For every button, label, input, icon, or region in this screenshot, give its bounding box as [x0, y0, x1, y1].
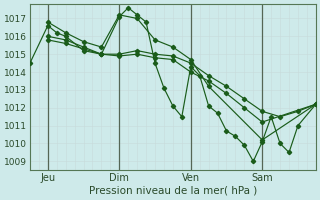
- X-axis label: Pression niveau de la mer( hPa ): Pression niveau de la mer( hPa ): [89, 186, 257, 196]
